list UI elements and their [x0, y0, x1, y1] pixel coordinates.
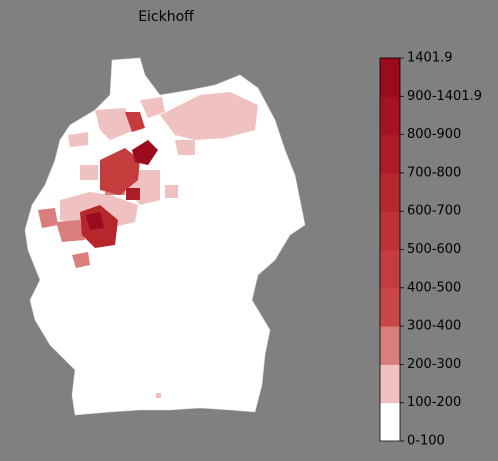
colorbar-segment — [380, 58, 400, 97]
colorbar-segment — [380, 172, 400, 212]
colorbar: 0-100 100-200 200-300 300-400 400-500 500-600… — [379, 51, 482, 449]
colorbar-label: 300-400 — [407, 319, 461, 334]
colorbar-label: 500-600 — [407, 242, 461, 257]
colorbar-label: 600-700 — [407, 204, 461, 219]
region-darkest — [86, 212, 104, 230]
colorbar-segment — [380, 134, 400, 174]
colorbar-segment — [380, 249, 400, 289]
colorbar-label: 400-500 — [407, 280, 461, 295]
colorbar-label: 900-1401.9 — [407, 89, 482, 104]
colorbar-segment — [380, 402, 400, 442]
map-title: Eickhoff — [138, 9, 194, 25]
region-light — [160, 92, 258, 140]
colorbar-label: 800-900 — [407, 127, 461, 142]
region-light — [140, 97, 165, 118]
colorbar-label: 200-300 — [407, 357, 461, 372]
colorbar-label: 1401.9 — [407, 51, 453, 66]
region-mid — [72, 252, 90, 268]
colorbar-segment — [380, 211, 400, 250]
region-light — [175, 140, 195, 155]
region-mid — [38, 208, 58, 228]
colorbar-segment — [380, 326, 400, 365]
colorbar-segment — [380, 287, 400, 327]
colorbar-segment — [380, 96, 400, 136]
colorbar-segment — [380, 364, 400, 404]
germany-map — [24, 57, 306, 416]
region-dark — [125, 112, 145, 132]
region-darkest — [132, 140, 158, 165]
country-shape — [24, 57, 306, 416]
region-dark — [126, 188, 140, 200]
colorbar-label: 700-800 — [407, 165, 461, 180]
colorbar-label: 0-100 — [407, 434, 445, 449]
region-light — [80, 165, 98, 180]
region-light — [95, 108, 135, 140]
region-light — [68, 132, 88, 147]
colorbar-label: 100-200 — [407, 395, 461, 410]
region-mid — [56, 220, 85, 242]
region-dark — [100, 148, 140, 195]
region-light — [156, 393, 161, 398]
region-light — [165, 185, 178, 198]
